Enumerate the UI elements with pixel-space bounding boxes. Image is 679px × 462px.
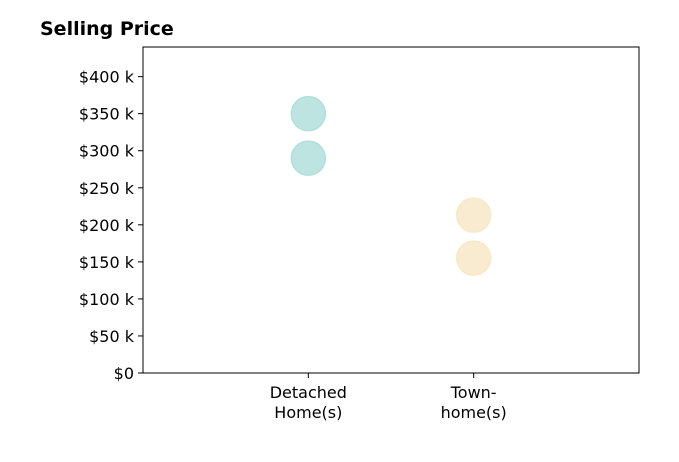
y-axis: $0 $50 k $100 k $150 k $200 k $250 k $300 k $35… bbox=[79, 68, 143, 383]
y-tick-label: $150 k bbox=[79, 253, 135, 272]
data-point bbox=[455, 197, 492, 233]
x-axis: Detached Home(s) Town-home(s) bbox=[270, 373, 507, 422]
y-tick-label: $50 k bbox=[89, 327, 135, 346]
data-point bbox=[290, 140, 327, 176]
x-tick-label: Detached Home(s) bbox=[270, 383, 347, 422]
x-tick-label: Town-home(s) bbox=[441, 383, 507, 422]
y-tick-label: $400 k bbox=[79, 68, 135, 87]
plot-area-frame bbox=[142, 46, 640, 374]
y-tick-label: $300 k bbox=[79, 142, 135, 161]
data-point bbox=[290, 95, 327, 132]
y-tick-label: $200 k bbox=[79, 216, 135, 235]
y-tick-label: $100 k bbox=[79, 290, 135, 309]
y-tick-label: $250 k bbox=[79, 179, 135, 198]
y-tick-label: $0 bbox=[114, 364, 134, 383]
chart-title: Selling Price bbox=[40, 18, 174, 40]
data-points bbox=[290, 95, 492, 276]
y-tick-label: $350 k bbox=[79, 105, 135, 124]
data-point bbox=[455, 240, 492, 276]
